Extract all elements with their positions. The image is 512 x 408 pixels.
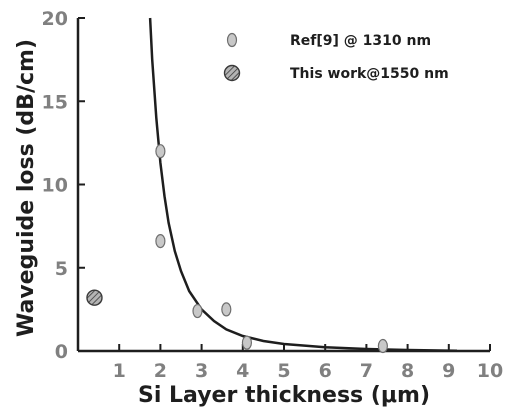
y-tick-label: 0 — [55, 341, 68, 363]
x-tick-label: 10 — [477, 360, 503, 382]
data-point — [155, 144, 166, 159]
y-tick-label: 5 — [55, 258, 68, 280]
x-tick-label: 3 — [195, 360, 208, 382]
legend: Ref[9] @ 1310 nm This work@1550 nm — [223, 32, 449, 82]
legend-marker — [223, 64, 241, 82]
x-axis-title: Si Layer thickness (μm) — [138, 383, 430, 408]
y-tick-label: 20 — [42, 8, 68, 30]
x-tick-label: 2 — [154, 360, 167, 382]
x-ticks: 1 2 3 4 5 6 7 8 9 10 — [113, 344, 503, 382]
data-point — [155, 234, 166, 249]
x-tick-label: 9 — [442, 360, 455, 382]
legend-marker — [226, 32, 238, 48]
y-tick-label: 10 — [42, 175, 68, 197]
x-tick-label: 8 — [401, 360, 414, 382]
x-tick-label: 4 — [236, 360, 249, 382]
y-axis-title: Waveguide loss (dB/cm) — [14, 39, 39, 337]
x-tick-label: 1 — [113, 360, 126, 382]
data-point — [192, 303, 203, 319]
x-tick-label: 7 — [360, 360, 373, 382]
data-point — [86, 289, 103, 306]
data-point — [221, 302, 232, 317]
x-tick-label: 6 — [319, 360, 332, 382]
y-ticks: 0 5 10 15 20 — [42, 8, 85, 363]
data-point — [241, 335, 253, 350]
x-tick-label: 5 — [277, 360, 290, 382]
data-points — [86, 144, 388, 354]
legend-label: Ref[9] @ 1310 nm — [290, 33, 431, 49]
y-tick-label: 15 — [42, 91, 68, 113]
legend-label: This work@1550 nm — [290, 66, 449, 82]
data-point — [377, 338, 388, 354]
